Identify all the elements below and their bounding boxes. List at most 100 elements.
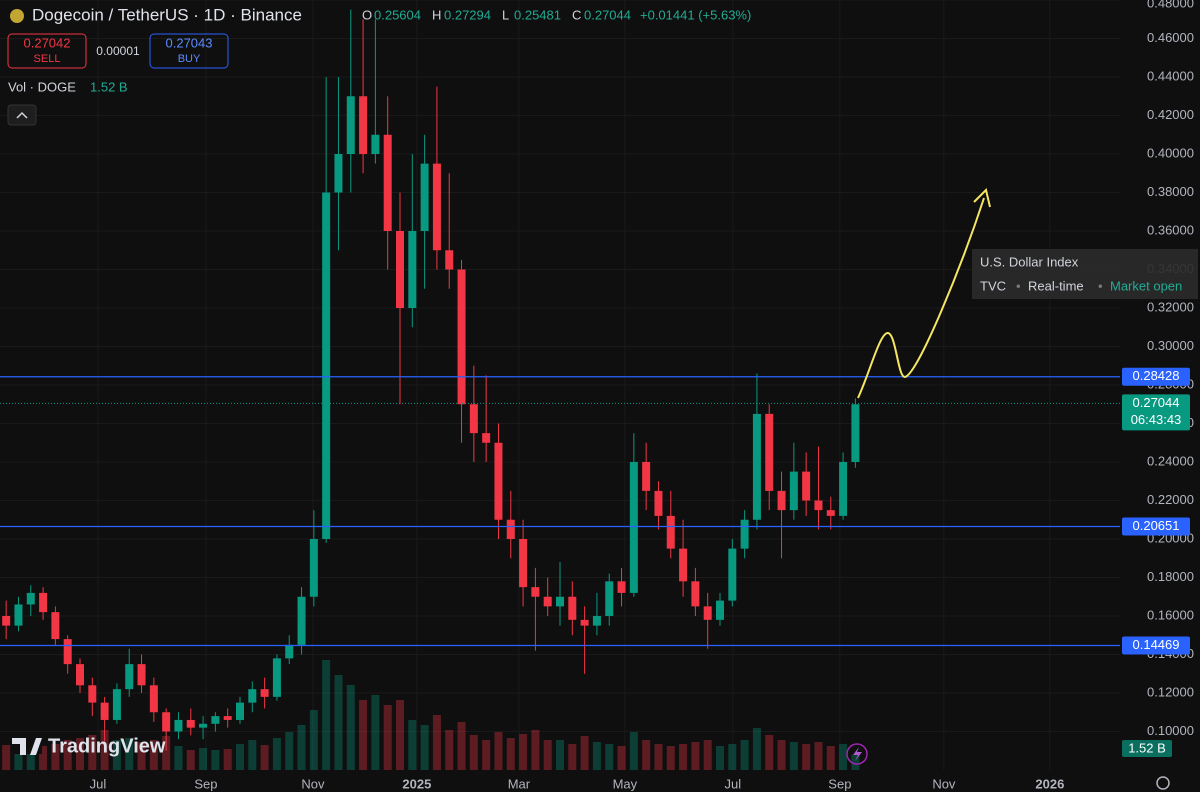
candle-body [149, 685, 158, 713]
volume-bar [531, 730, 540, 770]
ohlc-value: 0.25481 [514, 7, 561, 22]
candle-body [839, 462, 848, 516]
y-tick-label: 0.32000 [1147, 299, 1194, 314]
branding: TradingView [48, 735, 166, 757]
volume-bar [814, 742, 823, 770]
candle-body [39, 592, 48, 613]
x-tick-label: Nov [301, 776, 325, 791]
candle-body [248, 689, 257, 703]
volume-bar [802, 744, 811, 770]
volume-bar [396, 700, 404, 770]
volume-bar [642, 740, 651, 770]
candle-body [765, 413, 774, 491]
volume-bar [100, 730, 109, 770]
ohlc-value: 0.27294 [444, 7, 491, 22]
candle-body [285, 644, 294, 659]
candle-body [482, 433, 491, 443]
candle-body [51, 612, 60, 640]
symbol: Dogecoin / TetherUS · 1D · Binance [32, 5, 302, 24]
candle-body [137, 664, 146, 686]
candle-body [605, 581, 614, 616]
candle-body [691, 581, 700, 607]
volume-bar [716, 746, 724, 770]
x-tick-label: 2026 [1035, 776, 1064, 791]
candle-body [432, 163, 441, 251]
candle-body [445, 250, 454, 270]
candle-body [76, 664, 84, 686]
candle-body [506, 519, 515, 539]
collapse-icon [16, 111, 28, 119]
candle-body [211, 716, 220, 724]
candle-body [666, 515, 675, 549]
volume-bar [236, 744, 244, 770]
x-tick-label: Mar [508, 776, 531, 791]
logo-mark [12, 738, 42, 755]
y-tick-label: 0.12000 [1147, 684, 1194, 699]
candle-body [654, 490, 663, 516]
y-tick-label: 0.36000 [1147, 222, 1194, 237]
y-tick-label: 0.42000 [1147, 107, 1194, 122]
volume-bar [556, 740, 564, 770]
y-tick-label: 0.48000 [1147, 0, 1194, 10]
candle-body [740, 519, 749, 549]
collapse-button[interactable] [7, 104, 37, 126]
candle-body [826, 510, 835, 516]
volume-bar [851, 754, 860, 770]
buy-label: BUY [178, 53, 201, 65]
alert-icon[interactable] [846, 743, 868, 765]
volume-bar [432, 715, 441, 770]
ohlc-value: 0.27044 [584, 7, 631, 22]
ohlc-value: 0.25604 [374, 7, 421, 22]
buy-price: 0.27043 [166, 35, 213, 50]
candle-body [777, 490, 786, 511]
volume-bar [519, 734, 528, 770]
volume-bar [76, 738, 84, 770]
volume-bar [371, 695, 380, 770]
ohlc-key: C [572, 7, 581, 22]
candle-body [703, 606, 712, 620]
change: +0.01441 (+5.63%) [640, 7, 751, 22]
candle-body [752, 413, 761, 520]
volume-bar [617, 746, 626, 770]
level-label-bg [1122, 367, 1190, 386]
y-tick-label: 0.46000 [1147, 30, 1194, 45]
sell-button[interactable] [7, 33, 87, 69]
candle-body [14, 604, 23, 626]
spread: 0.00001 [96, 44, 140, 58]
candle-body [396, 231, 404, 308]
candle-body [199, 723, 208, 728]
y-tick-label: 0.24000 [1147, 453, 1194, 468]
volume-bar [125, 738, 134, 770]
y-tick-label: 0.38000 [1147, 184, 1194, 199]
volume-bar [199, 748, 208, 770]
volume-value: 1.52 B [90, 79, 128, 94]
countdown: 06:43:43 [1131, 412, 1182, 427]
tooltip-title: U.S. Dollar Index [980, 254, 1079, 269]
candle-body [716, 600, 724, 620]
volume-bar [580, 736, 589, 770]
candle-body [543, 596, 552, 607]
candle-body [519, 539, 528, 588]
volume-bar [309, 710, 318, 770]
volume-bar [272, 738, 281, 770]
candle-body [642, 462, 651, 491]
candle-body [580, 619, 589, 626]
y-tick-label: 0.22000 [1147, 492, 1194, 507]
ohlc-key: O [362, 7, 372, 22]
settings-icon[interactable] [1156, 776, 1170, 790]
volume-bar [223, 749, 232, 770]
volume-bar [51, 744, 60, 770]
volume-label: Vol · DOGE [8, 79, 76, 94]
volume-bar [112, 740, 121, 770]
volume-bar [14, 748, 23, 770]
volume-bar [248, 740, 257, 770]
level-label-bg [1122, 636, 1190, 655]
volume-bar [39, 746, 48, 770]
buy-button[interactable] [149, 33, 229, 69]
sell-price: 0.27042 [24, 35, 71, 50]
coin-icon [10, 9, 24, 23]
volume-bar [383, 705, 392, 770]
candle-body [383, 134, 392, 231]
volume-bar [765, 735, 774, 770]
level-label: 0.28428 [1133, 368, 1180, 383]
